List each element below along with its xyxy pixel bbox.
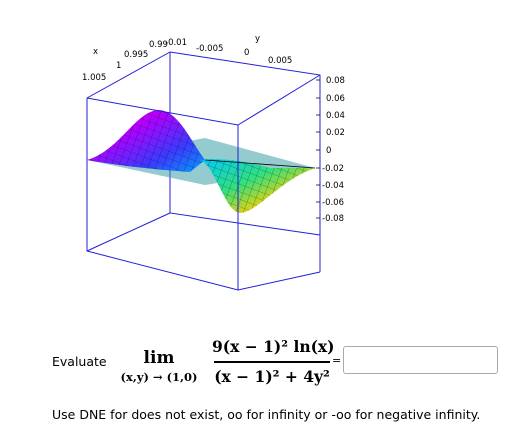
- box-front-edges: [86, 51, 321, 291]
- answer-input[interactable]: [343, 346, 498, 374]
- z-tick-label: -0.08: [322, 214, 344, 224]
- x-tick-label: 1.005: [82, 73, 106, 83]
- z-tick-label: 0.02: [326, 128, 345, 138]
- z-tick-label: 0.04: [326, 111, 345, 121]
- lim-subscript: (x,y) → (1,0): [120, 370, 198, 384]
- y-tick-label: -0.005: [196, 44, 223, 54]
- limit-expression: 9(x − 1)² ln(x) (x − 1)² + 4y²: [212, 336, 335, 388]
- lim-text: lim: [143, 348, 175, 368]
- y-tick-label: 0: [244, 48, 249, 58]
- z-tick-label: -0.06: [322, 198, 344, 208]
- x-tick-label: 0.99: [149, 40, 168, 50]
- limit-operator: lim (x,y) → (1,0): [110, 348, 208, 384]
- y-tick-label: 0.005: [268, 56, 292, 66]
- surface-plot: x y 1.005 1 0.995 0.99 -0.01 -0.005 0 0.…: [82, 34, 345, 291]
- denominator: (x − 1)² + 4y²: [214, 366, 330, 386]
- y-axis-label: y: [255, 34, 260, 44]
- z-tick-label: -0.04: [322, 181, 344, 191]
- numerator: 9(x − 1)² ln(x): [212, 337, 335, 356]
- z-tick-label: -0.02: [322, 164, 344, 174]
- z-tick-label: 0: [326, 146, 331, 156]
- z-tick-label: 0.06: [326, 94, 345, 104]
- evaluate-label: Evaluate: [52, 354, 107, 369]
- x-tick-label: 1: [116, 61, 121, 71]
- x-axis-label: x: [93, 47, 98, 57]
- equals-sign: =: [332, 354, 342, 367]
- surface: [87, 110, 316, 213]
- x-tick-label: 0.995: [124, 50, 148, 60]
- y-tick-label: -0.01: [165, 38, 187, 48]
- fraction-bar: [214, 361, 330, 363]
- instruction-text: Use DNE for does not exist, oo for infin…: [52, 407, 481, 422]
- z-tick-label: 0.08: [326, 76, 345, 86]
